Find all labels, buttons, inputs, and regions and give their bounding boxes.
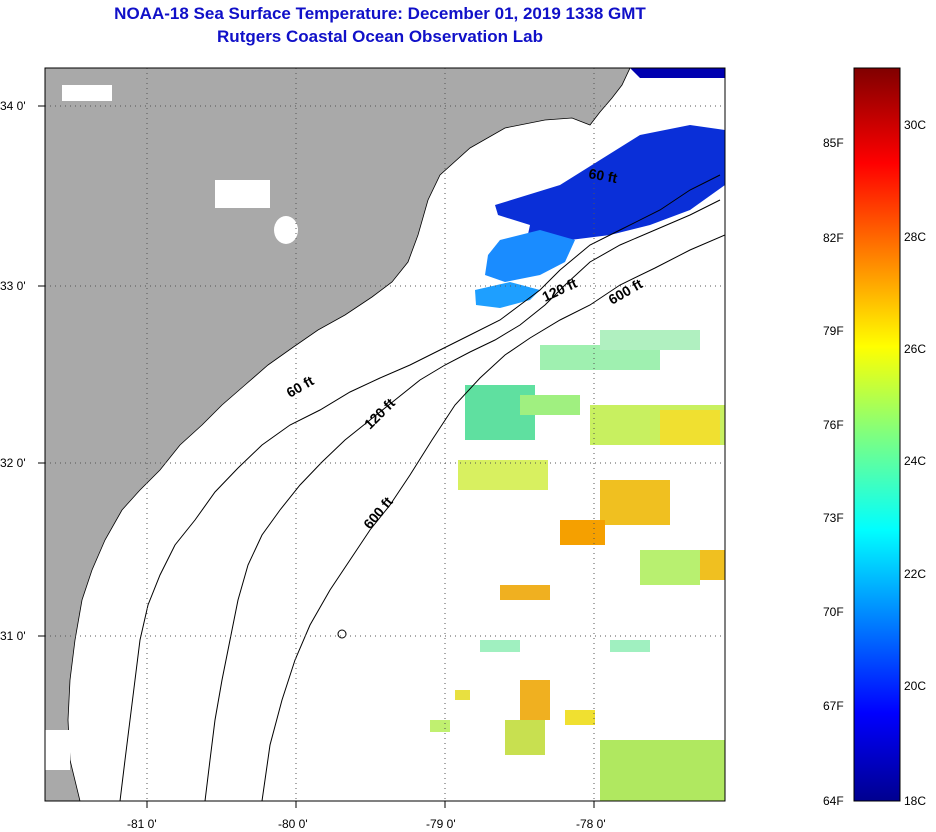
land-mass [45,68,631,801]
colorbar-c-label: 28C [904,230,926,244]
colorbar-f-label: 67F [823,699,844,713]
lat-label: 34 0' [0,99,26,113]
colorbar-f-label: 79F [823,324,844,338]
contour-60ft-line [119,174,721,801]
map-title: NOAA-18 Sea Surface Temperature: Decembe… [114,4,646,23]
contour-120ft-line [204,199,721,801]
lat-label: 31 0' [0,629,26,643]
lon-label: -81 0' [127,817,157,831]
colorbar-c-label: 26C [904,342,926,356]
contour-label: 60 ft [587,165,618,186]
colorbar-f-label: 82F [823,231,844,245]
colorbar-c-label: 18C [904,794,926,808]
grid-lines [45,68,725,801]
map-subtitle: Rutgers Coastal Ocean Observation Lab [217,27,543,46]
colorbar-f-label: 73F [823,511,844,525]
colorbar-f-label: 70F [823,605,844,619]
map-frame [44,67,726,802]
colorbar-f-label: 64F [823,794,844,808]
lon-label: -79 0' [426,817,456,831]
colorbar [853,67,901,802]
lat-label: 32 0' [0,456,26,470]
colorbar-f-label: 76F [823,418,844,432]
lat-label: 33 0' [0,279,26,293]
sst-warm-patches [430,330,725,801]
contour-600ft-line [261,234,725,801]
colorbar-c-label: 30C [904,118,926,132]
colorbar-c-label: 24C [904,454,926,468]
lon-label: -78 0' [576,817,606,831]
sst-cold-patch [495,125,725,255]
colorbar-c-label: 22C [904,567,926,581]
colorbar-c-label: 20C [904,679,926,693]
colorbar-f-label: 85F [823,136,844,150]
lon-label: -80 0' [278,817,308,831]
